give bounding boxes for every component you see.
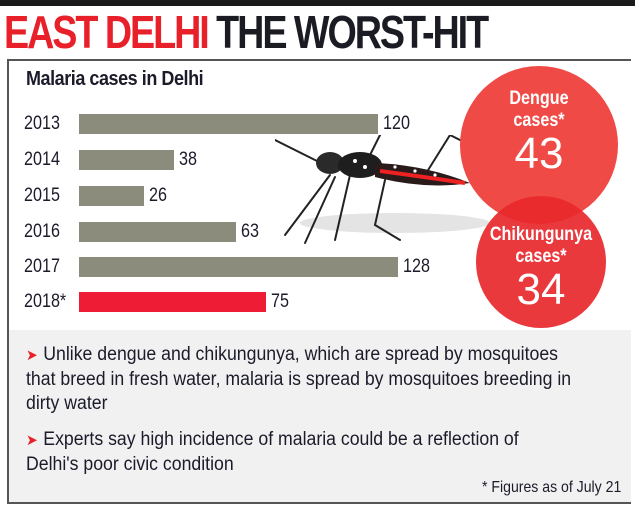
chikungunya-label-line1: Chikungunya (489, 224, 593, 245)
bar (79, 150, 174, 170)
bar-value: 63 (241, 221, 259, 242)
bar-value: 128 (403, 256, 430, 277)
chart-title: Malaria cases in Delhi (26, 68, 204, 90)
year-label: 2015 (24, 185, 60, 206)
headline-rest: THE WORST-HIT (216, 6, 489, 58)
dengue-label-line1: Dengue (509, 88, 569, 109)
bar-value: 26 (149, 185, 167, 206)
note-item: ➤ Experts say high incidence of malaria c… (26, 428, 575, 477)
bar-value: 38 (179, 149, 197, 170)
top-rule (0, 0, 635, 6)
year-label: 2017 (24, 256, 60, 277)
bar-value: 75 (271, 291, 289, 312)
chikungunya-callout: Chikungunya cases* 34 (476, 196, 606, 328)
bar (79, 257, 398, 277)
dengue-value: 43 (514, 129, 564, 178)
note-item: ➤ Unlike dengue and chikungunya, which ar… (26, 343, 575, 416)
arrow-right-icon: ➤ (26, 347, 38, 364)
bar-value: 120 (383, 113, 410, 134)
bar (79, 222, 236, 242)
arrow-right-icon: ➤ (26, 432, 38, 449)
footnote: * Figures as of July 21 (481, 479, 621, 496)
chikungunya-label-line2: cases* (515, 246, 567, 267)
year-label: 2014 (24, 149, 60, 170)
chikungunya-value: 34 (516, 265, 566, 314)
notes-panel (9, 330, 631, 502)
note-text: Unlike dengue and chikungunya, which are… (26, 344, 572, 414)
year-label: 2016 (24, 221, 60, 242)
mosquito-illustration (275, 135, 535, 244)
dengue-label-line2: cases* (513, 110, 565, 131)
year-label: 2018* (24, 291, 67, 312)
bar (79, 186, 144, 206)
bar (79, 292, 266, 312)
year-label: 2013 (24, 113, 60, 134)
note-text: Experts say high incidence of malaria co… (26, 429, 519, 475)
bar (79, 114, 378, 134)
headline: EAST DELHI THE WORST-HIT (4, 6, 489, 58)
headline-highlight: EAST DELHI (4, 6, 210, 58)
